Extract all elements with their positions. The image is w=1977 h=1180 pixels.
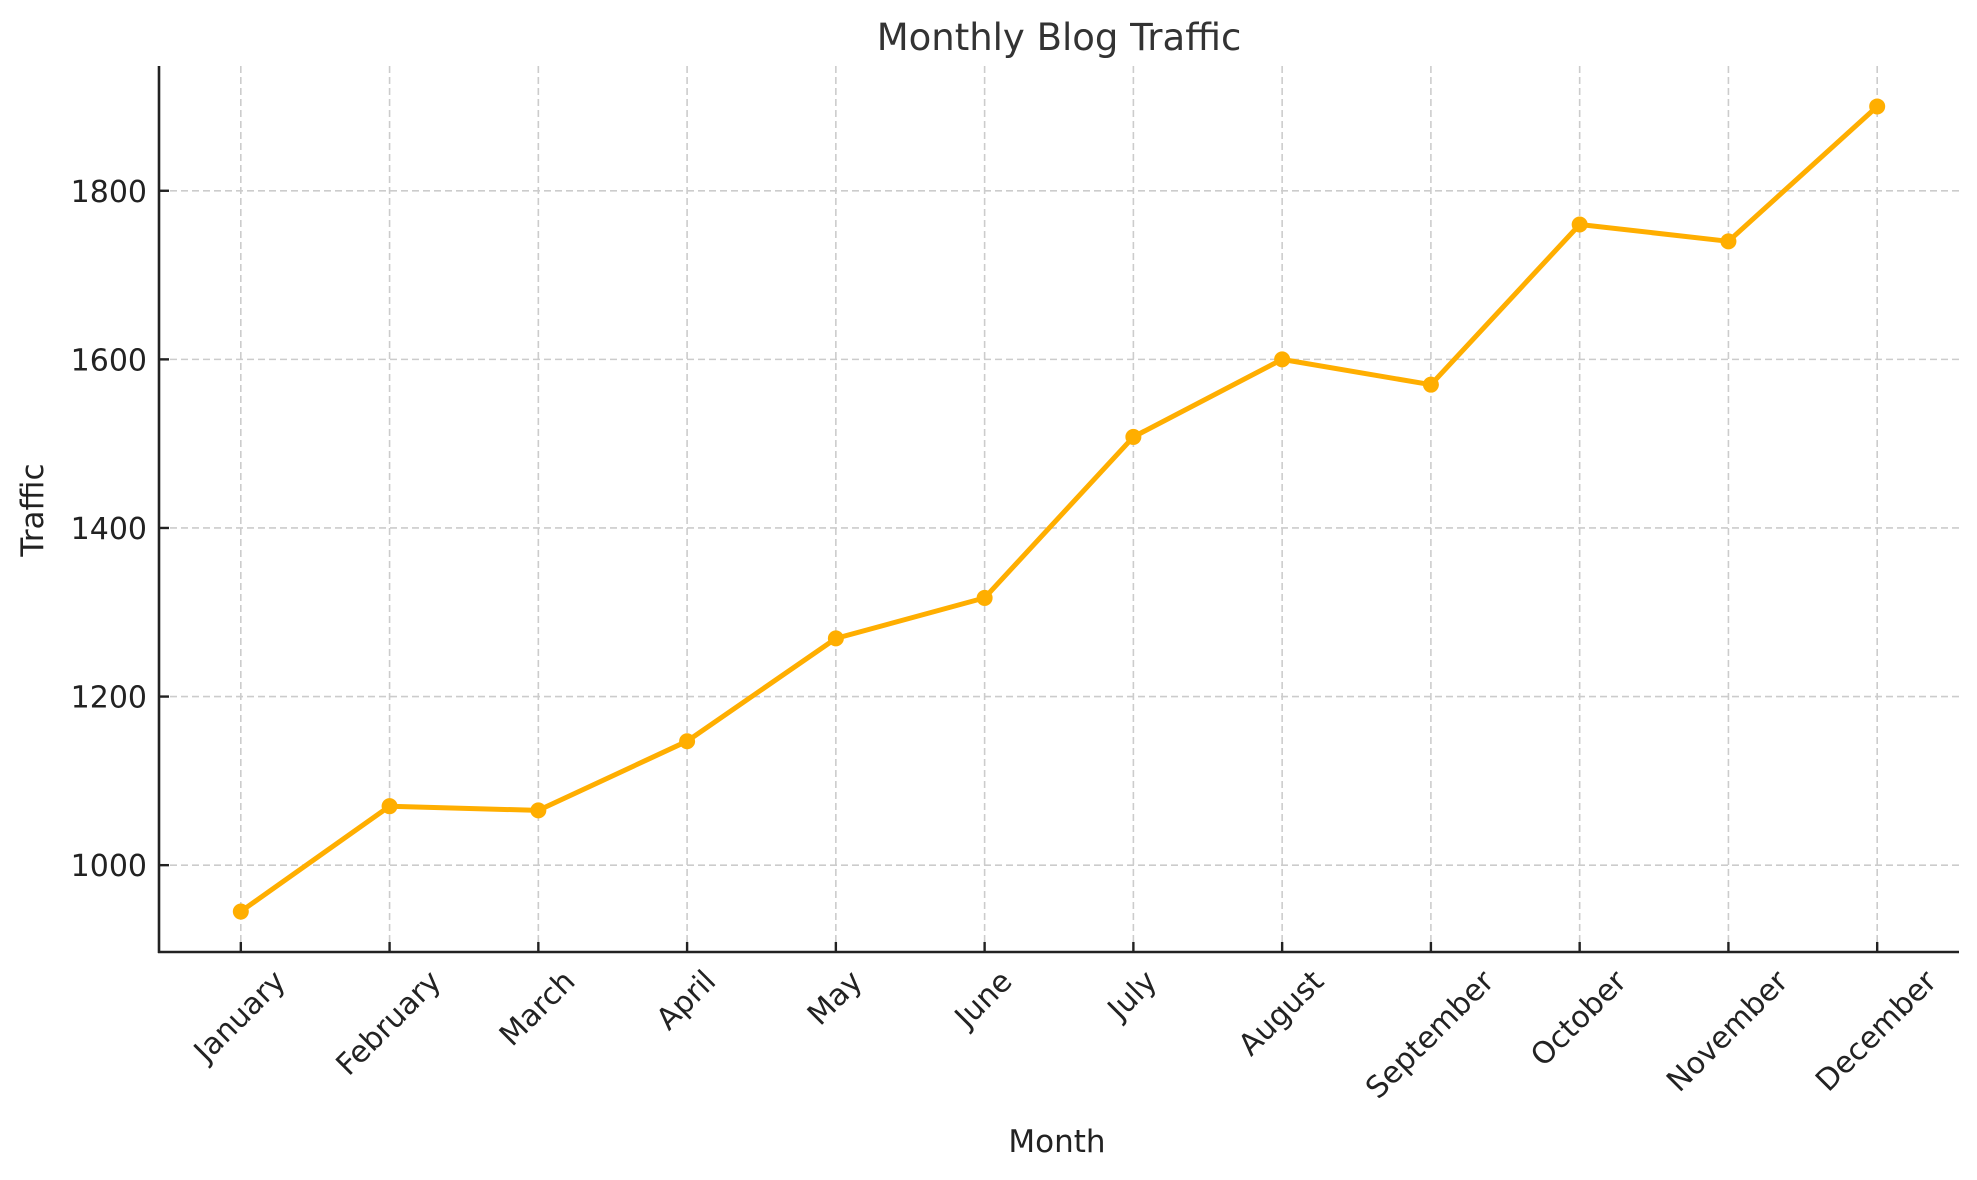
data-point-marker <box>1720 233 1737 250</box>
y-axis-ticks: 1000 1200 1400 1600 1800 <box>71 175 169 884</box>
x-tick-label: February <box>329 964 448 1083</box>
x-tick-label: June <box>947 964 1019 1036</box>
series-line <box>238 104 1880 914</box>
data-point-marker <box>1869 98 1886 115</box>
y-tick-label: 1200 <box>71 681 147 716</box>
y-axis-label: Traffic <box>15 463 51 557</box>
chart-title: Monthly Blog Traffic <box>877 16 1242 59</box>
data-series <box>232 98 1886 920</box>
data-point-marker <box>381 798 398 815</box>
y-tick-label: 1000 <box>71 849 147 884</box>
x-tick-label: July <box>1100 964 1164 1028</box>
x-tick-label: March <box>493 964 582 1053</box>
data-point-marker <box>679 733 696 750</box>
x-tick-label: December <box>1809 963 1944 1098</box>
y-tick-label: 1400 <box>71 512 147 547</box>
x-tick-label: September <box>1359 963 1501 1105</box>
axes <box>157 66 1959 954</box>
x-tick-label: October <box>1524 963 1634 1073</box>
data-point-marker <box>976 589 993 606</box>
y-tick-label: 1800 <box>71 175 147 210</box>
x-axis-ticks: January February March April May June July Augu… <box>186 942 1944 1106</box>
x-tick-label: August <box>1232 964 1331 1063</box>
data-point-marker <box>1422 376 1439 393</box>
x-tick-label: April <box>650 964 723 1037</box>
data-point-marker <box>1274 351 1291 368</box>
x-tick-label: November <box>1660 963 1796 1099</box>
data-point-marker <box>1571 216 1588 233</box>
x-tick-label: May <box>801 964 870 1033</box>
data-point-marker <box>1125 428 1142 445</box>
data-point-marker <box>232 903 249 920</box>
x-tick-label: January <box>186 964 293 1071</box>
data-point-marker <box>530 802 547 819</box>
grid-lines <box>159 66 1959 952</box>
x-axis-label: Month <box>1008 1124 1105 1160</box>
data-point-marker <box>827 630 844 647</box>
y-tick-label: 1600 <box>71 343 147 378</box>
